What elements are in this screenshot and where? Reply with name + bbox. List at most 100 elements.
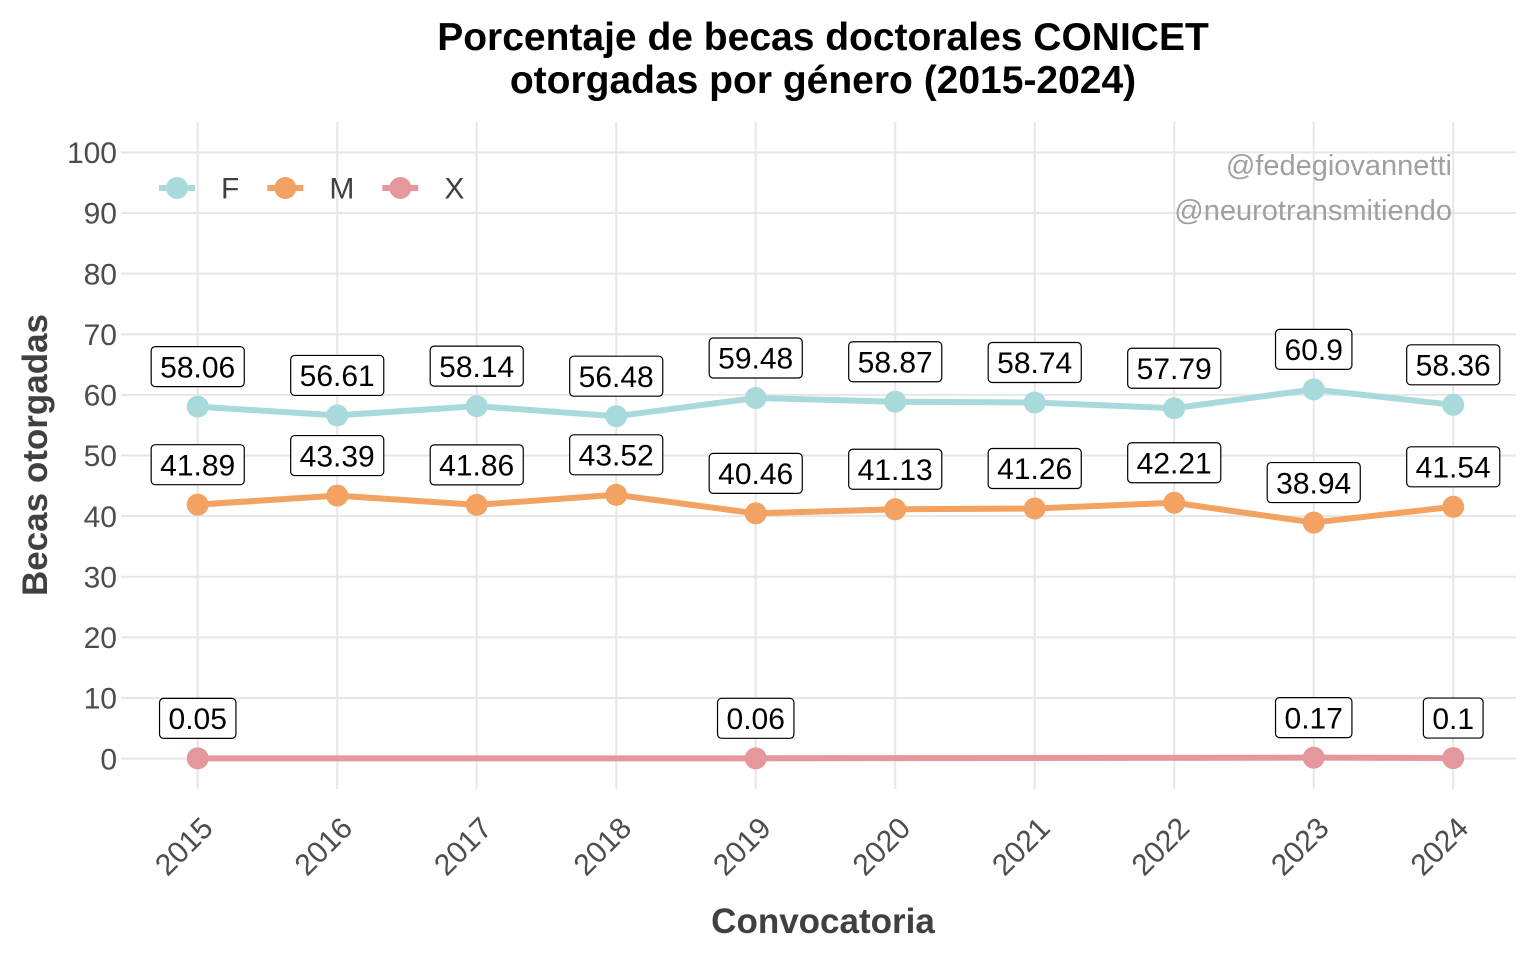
data-label-M-2022: 42.21: [1127, 442, 1222, 484]
y-tick-label-10: 10: [84, 683, 117, 716]
data-label-F-2023: 60.9: [1274, 328, 1353, 371]
y-tick-label-0: 0: [100, 743, 117, 776]
point-F-2018: [605, 405, 628, 428]
data-label-text-F-2015: 58.06: [160, 351, 235, 384]
y-tick-label-90: 90: [84, 198, 117, 231]
data-label-F-2019: 59.48: [708, 337, 803, 379]
data-label-X-2019: 0.06: [716, 697, 795, 739]
point-X-2015: [186, 747, 209, 770]
point-M-2022: [1163, 491, 1186, 514]
point-M-2020: [884, 498, 907, 521]
data-label-text-F-2019: 59.48: [718, 343, 793, 376]
point-X-2019: [744, 747, 767, 770]
data-label-box-X-2015: [158, 697, 237, 739]
y-tick-label-80: 80: [84, 258, 117, 291]
data-label-text-F-2018: 56.48: [579, 361, 654, 394]
data-label-text-M-2017: 41.86: [439, 450, 514, 483]
data-label-box-F-2022: [1127, 347, 1222, 389]
watermark-line-2: @neurotransmitiendo: [1174, 195, 1452, 227]
point-F-2016: [326, 404, 349, 427]
data-label-text-M-2018: 43.52: [579, 439, 654, 472]
point-F-2020: [884, 390, 907, 413]
data-label-F-2024: 58.36: [1406, 344, 1501, 386]
data-label-X-2023: 0.17: [1274, 697, 1353, 739]
series-lines: [197, 386, 1454, 762]
point-M-2019: [744, 502, 767, 525]
data-label-box-F-2024: [1406, 344, 1501, 386]
point-M-2016: [326, 484, 349, 507]
legend-label-F: F: [221, 173, 239, 206]
legend-key-point-X: [389, 177, 412, 199]
chart-title-line-1: Porcentaje de becas doctorales CONICET: [437, 16, 1209, 59]
data-label-text-F-2021: 58.74: [997, 347, 1072, 380]
data-label-M-2023: 38.94: [1266, 461, 1361, 504]
series-line-M: [197, 491, 1454, 526]
x-axis-title: Convocatoria: [711, 902, 935, 941]
data-label-text-M-2023: 38.94: [1276, 467, 1351, 500]
legend-item-F: F: [159, 173, 239, 206]
data-label-M-2021: 41.26: [987, 447, 1082, 490]
data-label-text-M-2019: 40.46: [718, 458, 793, 491]
legend-label-M: M: [329, 173, 354, 206]
data-label-F-2016: 56.61: [290, 354, 385, 397]
data-label-M-2015: 41.89: [150, 444, 245, 486]
data-label-X-2015: 0.05: [158, 697, 237, 739]
data-label-box-M-2015: [150, 444, 245, 486]
point-F-2021: [1023, 391, 1046, 414]
data-label-box-M-2016: [290, 434, 385, 477]
data-label-box-F-2023: [1274, 328, 1353, 371]
data-label-box-F-2015: [150, 346, 245, 388]
data-label-text-M-2020: 41.13: [858, 454, 933, 487]
point-F-2015: [186, 395, 209, 418]
data-label-M-2016: 43.39: [290, 434, 385, 477]
data-label-text-X-2023: 0.17: [1285, 702, 1343, 735]
data-label-text-M-2015: 41.89: [160, 449, 235, 482]
data-label-box-F-2016: [290, 354, 385, 397]
data-label-X-2024: 0.1: [1422, 697, 1484, 739]
watermark-line-1: @fedegiovannetti: [1226, 150, 1452, 182]
data-label-box-X-2024: [1422, 697, 1484, 739]
point-M-2015: [186, 493, 209, 516]
data-label-box-M-2021: [987, 447, 1082, 490]
data-label-text-M-2021: 41.26: [997, 453, 1072, 486]
point-X-2023: [1302, 746, 1325, 769]
data-label-F-2021: 58.74: [987, 341, 1082, 384]
point-F-2019: [744, 387, 767, 410]
data-label-text-F-2023: 60.9: [1285, 334, 1343, 367]
data-labels: 58.06 56.61 58.14 56.48 59.48 58.87 58.74 57.79…: [150, 328, 1501, 739]
y-tick-label-50: 50: [84, 440, 117, 473]
data-label-box-M-2020: [848, 448, 943, 490]
y-tick-label-100: 100: [67, 137, 117, 170]
data-label-text-M-2016: 43.39: [300, 440, 375, 473]
point-M-2021: [1023, 497, 1046, 520]
data-label-box-M-2022: [1127, 442, 1222, 484]
point-M-2024: [1442, 495, 1465, 518]
point-X-2024: [1442, 747, 1465, 770]
watermark: @fedegiovannetti @neurotransmitiendo: [1174, 150, 1452, 227]
data-label-text-X-2015: 0.05: [169, 703, 227, 736]
data-label-text-F-2017: 58.14: [439, 351, 514, 384]
series-line-X: [197, 754, 1454, 762]
data-label-text-F-2024: 58.36: [1416, 350, 1491, 383]
chart-title-line-2: otorgadas por género (2015-2024): [510, 59, 1136, 102]
legend-key-point-F: [166, 177, 188, 199]
point-F-2023: [1302, 378, 1325, 401]
data-label-box-M-2017: [429, 444, 524, 486]
data-label-box-M-2019: [708, 452, 803, 494]
data-label-M-2018: 43.52: [569, 434, 664, 476]
data-label-box-F-2018: [569, 355, 664, 397]
data-label-box-F-2017: [429, 345, 524, 387]
point-F-2022: [1163, 397, 1186, 420]
data-label-F-2015: 58.06: [150, 346, 245, 388]
point-M-2017: [465, 493, 488, 516]
data-label-F-2020: 58.87: [848, 341, 943, 383]
data-label-F-2022: 57.79: [1127, 347, 1222, 389]
data-label-text-M-2024: 41.54: [1416, 451, 1491, 484]
data-label-M-2019: 40.46: [708, 452, 803, 494]
data-label-F-2018: 56.48: [569, 355, 664, 397]
data-label-M-2024: 41.54: [1406, 446, 1501, 488]
data-label-text-F-2022: 57.79: [1137, 353, 1212, 386]
data-label-box-X-2023: [1274, 697, 1353, 739]
